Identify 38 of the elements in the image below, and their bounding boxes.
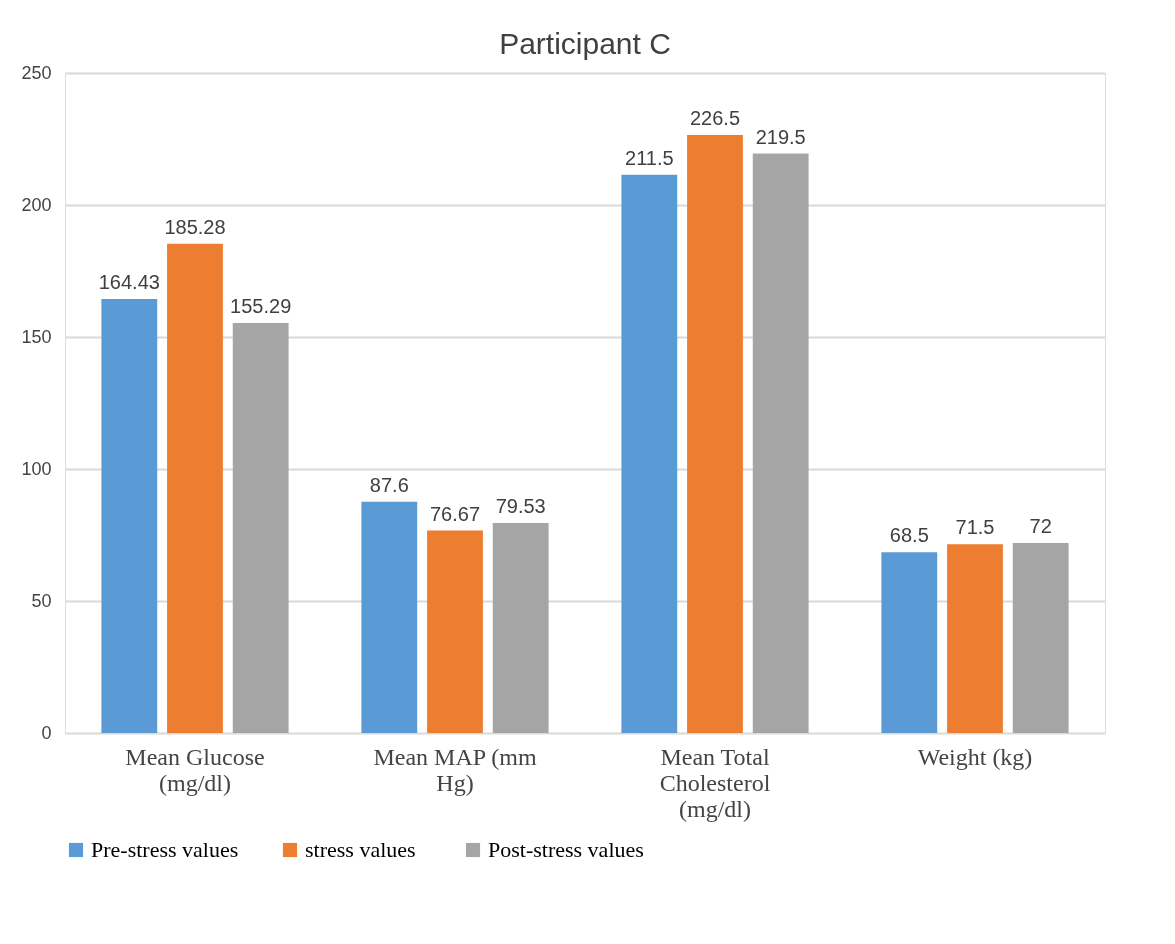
y-tick-label: 50 [31, 590, 52, 611]
y-tick-label: 0 [41, 722, 52, 743]
legend-label: Pre-stress values [91, 837, 239, 862]
chart-title: Participant C [499, 27, 671, 60]
data-label: 226.5 [689, 107, 741, 130]
bar [881, 552, 938, 733]
bar [232, 323, 289, 733]
bar [687, 135, 743, 733]
bar [361, 501, 418, 733]
data-label: 155.29 [230, 295, 292, 318]
data-label: 68.5 [889, 524, 929, 547]
bar [492, 523, 549, 733]
bar [167, 243, 223, 733]
x-tick-label: Mean Glucose (mg/dl) [125, 743, 265, 796]
data-label: 71.5 [955, 516, 995, 539]
bar [752, 153, 809, 733]
y-tick-label: 100 [21, 458, 52, 479]
y-tick-label: 150 [21, 326, 52, 347]
x-tick-label: Mean MAP (mm Hg) [373, 743, 537, 796]
x-tick-label: Weight (kg) [917, 743, 1033, 770]
data-label: 164.43 [98, 270, 160, 293]
y-tick-label: 250 [21, 62, 52, 83]
data-label: 211.5 [625, 146, 674, 169]
data-label: 87.6 [369, 473, 409, 496]
data-label: 219.5 [755, 125, 806, 148]
legend-label: stress values [305, 837, 416, 862]
bar [101, 298, 158, 733]
data-label: 79.53 [495, 495, 546, 518]
bar [621, 174, 678, 733]
bar [1012, 542, 1069, 733]
y-tick-label: 200 [21, 194, 52, 215]
legend-label: Post-stress values [488, 837, 644, 862]
bar [427, 530, 483, 733]
x-tick-label: Mean Total Cholesterol (mg/dl) [659, 743, 771, 822]
bar [947, 544, 1003, 733]
data-label: 72 [1029, 514, 1052, 537]
data-label: 76.67 [429, 502, 481, 525]
data-label: 185.28 [164, 215, 226, 238]
